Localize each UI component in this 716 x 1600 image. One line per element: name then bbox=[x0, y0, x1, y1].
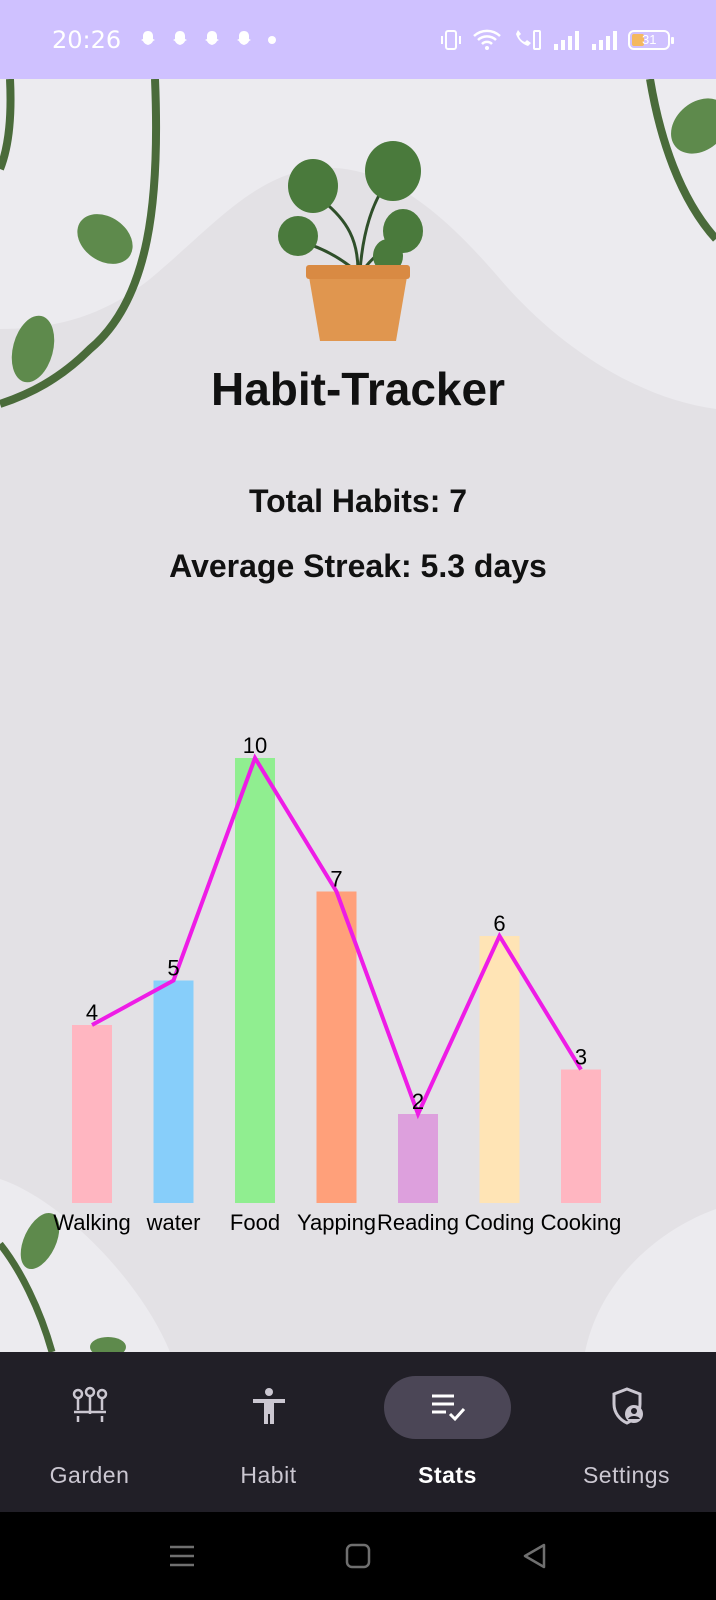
system-navigation bbox=[0, 1512, 716, 1600]
bar-reading bbox=[398, 1114, 438, 1203]
value-label: 3 bbox=[575, 1045, 587, 1070]
person-icon bbox=[253, 1388, 285, 1424]
wifi-call-icon bbox=[516, 30, 541, 50]
page-title: Habit-Tracker bbox=[210, 363, 505, 415]
nav-item-settings[interactable]: Settings bbox=[537, 1352, 716, 1512]
nav-label-garden: Garden bbox=[49, 1462, 130, 1488]
bar-cooking bbox=[561, 1069, 601, 1203]
category-label: water bbox=[146, 1210, 201, 1235]
trend-line bbox=[91, 753, 583, 1120]
bar-food bbox=[235, 758, 275, 1203]
category-label: Walking bbox=[53, 1210, 130, 1235]
active-indicator bbox=[384, 1376, 511, 1439]
status-bar: 20:26 31 bbox=[0, 0, 716, 79]
value-label: 5 bbox=[167, 956, 179, 981]
main-content: Habit-Tracker Total Habits: 7 Average St… bbox=[0, 79, 716, 1352]
bar-water bbox=[153, 980, 194, 1203]
nav-label-settings: Settings bbox=[582, 1462, 671, 1488]
value-label: 2 bbox=[412, 1089, 424, 1114]
battery-icon: 31 bbox=[628, 30, 674, 50]
category-label: Reading bbox=[377, 1210, 459, 1235]
background-decoration bbox=[0, 79, 716, 1352]
bar-walking bbox=[72, 1025, 112, 1203]
bar-yapping bbox=[316, 891, 357, 1203]
battery-level: 31 bbox=[642, 32, 657, 47]
snapchat-icon bbox=[141, 31, 155, 45]
menu-icon[interactable] bbox=[167, 1541, 197, 1571]
bar-coding bbox=[479, 936, 520, 1203]
value-label: 6 bbox=[493, 911, 505, 936]
notification-icons bbox=[136, 26, 280, 54]
value-label: 7 bbox=[330, 867, 342, 892]
nav-item-habit[interactable]: Habit bbox=[179, 1352, 358, 1512]
value-label: 4 bbox=[86, 1000, 98, 1025]
stats-checklist-icon bbox=[432, 1394, 466, 1422]
value-label: 10 bbox=[243, 733, 267, 758]
vibrate-icon bbox=[441, 30, 461, 50]
snapchat-icon bbox=[205, 31, 219, 45]
habit-streak-chart: 4 Walking 5 water 10 Food 7 Yapping 2 Reading 6 Cod… bbox=[53, 733, 622, 1235]
bottom-navigation: Garden Habit Stats Settings bbox=[0, 1352, 716, 1512]
category-label: Coding bbox=[465, 1210, 535, 1235]
system-status-icons: 31 bbox=[440, 26, 674, 54]
signal-icon bbox=[554, 31, 579, 50]
snapchat-icon bbox=[237, 31, 251, 45]
nav-item-garden[interactable]: Garden bbox=[0, 1352, 179, 1512]
wifi-icon bbox=[473, 29, 501, 50]
status-time: 20:26 bbox=[52, 26, 122, 54]
nav-label-habit: Habit bbox=[240, 1462, 297, 1488]
garden-icon bbox=[72, 1386, 108, 1422]
nav-label-stats: Stats bbox=[418, 1462, 477, 1488]
nav-item-stats[interactable]: Stats bbox=[358, 1352, 537, 1512]
snapchat-icon bbox=[173, 31, 187, 45]
total-habits-text: Total Habits: 7 bbox=[248, 483, 468, 519]
back-icon[interactable] bbox=[520, 1541, 550, 1571]
dot-icon bbox=[268, 36, 276, 44]
category-label: Yapping bbox=[297, 1210, 376, 1235]
home-icon[interactable] bbox=[343, 1541, 373, 1571]
category-label: Cooking bbox=[541, 1210, 622, 1235]
category-label: Food bbox=[230, 1210, 280, 1235]
potted-plant-icon bbox=[278, 141, 423, 341]
average-streak-text: Average Streak: 5.3 days bbox=[169, 548, 547, 584]
shield-user-icon bbox=[612, 1387, 643, 1425]
signal-icon bbox=[592, 31, 617, 50]
